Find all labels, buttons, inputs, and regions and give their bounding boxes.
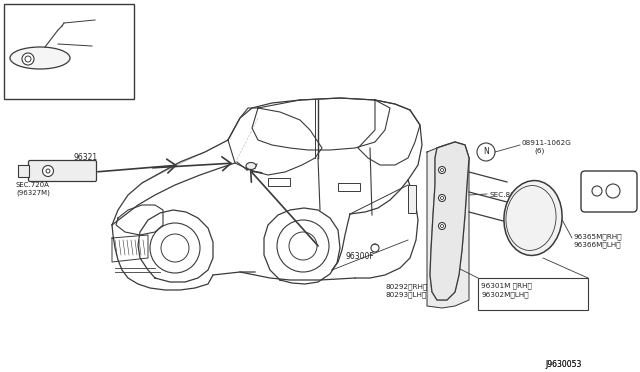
Text: 80292＜RH＞: 80292＜RH＞ (385, 283, 428, 290)
Circle shape (25, 56, 31, 62)
Text: 96366M＜LH＞: 96366M＜LH＞ (573, 241, 621, 248)
Text: 08911-1062G: 08911-1062G (522, 140, 572, 146)
Text: 96301M ＜RH＞: 96301M ＜RH＞ (481, 282, 532, 289)
Text: 96365M＜RH＞: 96365M＜RH＞ (573, 233, 621, 240)
Text: (96327M): (96327M) (16, 189, 50, 196)
Circle shape (438, 222, 445, 230)
Bar (18, 165, 29, 177)
Text: 96321: 96321 (74, 153, 98, 162)
Text: 80293＜LH＞: 80293＜LH＞ (385, 291, 426, 298)
Ellipse shape (10, 47, 70, 69)
Circle shape (440, 224, 444, 228)
FancyBboxPatch shape (29, 160, 97, 182)
Circle shape (42, 166, 54, 176)
Circle shape (438, 167, 445, 173)
Circle shape (438, 195, 445, 202)
Circle shape (46, 169, 50, 173)
Text: 96328: 96328 (96, 16, 120, 25)
FancyBboxPatch shape (581, 171, 637, 212)
Text: 96302M＜LH＞: 96302M＜LH＞ (481, 291, 529, 298)
Polygon shape (427, 142, 469, 308)
Text: (6): (6) (534, 148, 544, 154)
Bar (338, 183, 360, 191)
Text: SEC.800A: SEC.800A (490, 192, 525, 198)
Circle shape (440, 169, 444, 171)
Circle shape (22, 53, 34, 65)
Ellipse shape (246, 163, 256, 170)
Circle shape (440, 196, 444, 199)
Text: J9630053: J9630053 (545, 360, 581, 369)
Text: SEC.720A: SEC.720A (16, 182, 50, 188)
Ellipse shape (504, 180, 562, 256)
Bar (4, 4, 134, 99)
Bar (268, 178, 290, 186)
Text: 96321: 96321 (93, 43, 117, 52)
Bar (478, 278, 588, 310)
Text: 96300F: 96300F (345, 252, 374, 261)
Circle shape (477, 143, 495, 161)
Bar (408, 185, 416, 213)
Polygon shape (430, 142, 469, 300)
Text: J9630053: J9630053 (545, 360, 581, 369)
Text: AUTO: AUTO (8, 7, 34, 16)
Text: N: N (483, 148, 489, 157)
